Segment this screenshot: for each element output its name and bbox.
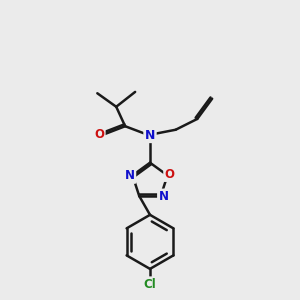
Text: O: O: [165, 167, 175, 181]
Text: N: N: [125, 169, 135, 182]
Text: Cl: Cl: [144, 278, 156, 291]
Text: O: O: [94, 128, 104, 141]
Text: N: N: [158, 190, 169, 203]
Text: N: N: [145, 129, 155, 142]
